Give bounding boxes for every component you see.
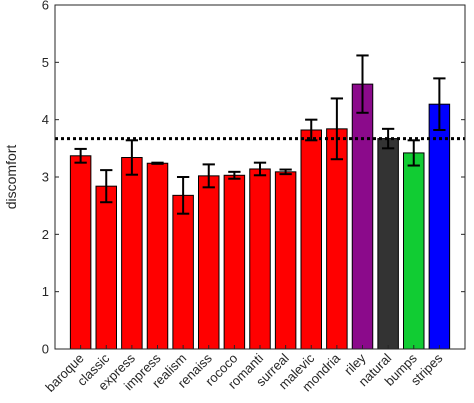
error-bar-romanti: [253, 161, 267, 177]
y-tick-label: 0: [42, 342, 49, 357]
error-bar-impress: [151, 161, 164, 165]
bars-group: [69, 83, 451, 350]
y-axis: 0 1 2 3 4 5 6: [42, 0, 465, 357]
bar-impress: [146, 162, 169, 350]
y-tick-label: 5: [42, 55, 49, 70]
error-bar-classic: [100, 169, 113, 204]
y-tick-label: 1: [42, 284, 49, 299]
error-bar-rococo: [228, 170, 241, 180]
error-bar-realism: [176, 176, 190, 215]
y-tick-label: 4: [42, 112, 49, 127]
bar-baroque: [69, 155, 92, 350]
error-bar-malevic: [305, 118, 318, 142]
y-axis-label: discomfort: [3, 145, 19, 210]
bar-bumps: [403, 152, 425, 350]
bar-renaiss: [198, 175, 220, 350]
error-bar-bumps: [407, 139, 420, 167]
bar-natural: [377, 138, 399, 350]
error-bar-natural: [381, 127, 395, 150]
error-bars-group: [74, 54, 446, 215]
x-axis: baroqueclassicexpressimpressrealismrenai…: [42, 345, 446, 395]
y-tick-label: 2: [42, 227, 49, 242]
bar-rococo: [223, 174, 246, 350]
bar-stripes: [428, 103, 451, 350]
error-bar-surreal: [279, 168, 292, 176]
bar-realism: [172, 194, 194, 350]
bar-classic: [95, 185, 117, 350]
error-bar-mondria: [330, 97, 344, 161]
bar-surreal: [274, 171, 297, 350]
error-bar-renaiss: [202, 163, 215, 189]
error-bar-express: [125, 139, 139, 176]
y-tick-label: 6: [42, 0, 49, 13]
error-bar-baroque: [74, 147, 87, 164]
bar-express: [121, 157, 143, 350]
bar-mondria: [326, 128, 348, 350]
bar-romanti: [249, 168, 271, 350]
error-bar-stripes: [433, 77, 446, 131]
bar-riley: [351, 83, 374, 350]
y-tick-label: 3: [42, 170, 49, 185]
bar-malevic: [300, 129, 322, 350]
error-bar-riley: [356, 54, 369, 114]
